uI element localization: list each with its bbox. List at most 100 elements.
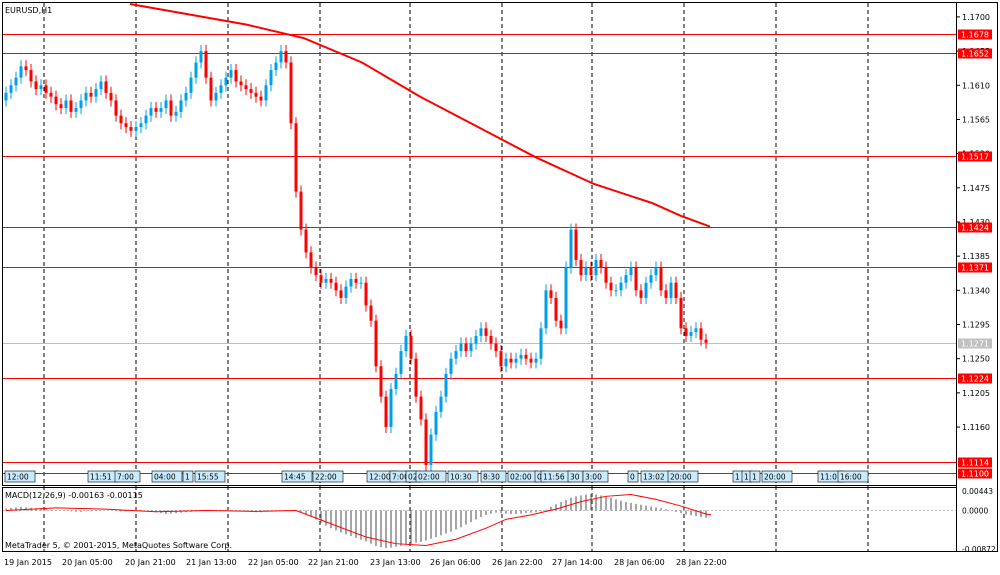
- candle-body: [704, 339, 708, 343]
- candle-body: [184, 92, 188, 101]
- candle-body: [584, 267, 588, 276]
- session-tag-text: 20:00: [764, 473, 786, 482]
- candle-body: [199, 51, 203, 63]
- candle-body: [194, 62, 198, 78]
- session-tag-text: 12:00: [7, 473, 29, 482]
- session-tag-text: 15:55: [197, 473, 219, 482]
- session-tag: [761, 470, 793, 483]
- candle-body: [9, 85, 13, 93]
- candle-body: [569, 229, 573, 268]
- grid-lines: [43, 3, 869, 551]
- macd-label: MACD(12,26,9) -0.00163 -0.00115: [5, 491, 143, 500]
- session-tag-text: 12:00: [369, 473, 391, 482]
- candle-body: [189, 77, 193, 93]
- candle-body: [379, 366, 383, 397]
- session-tag-text: 1: [744, 473, 749, 482]
- candle-body: [664, 290, 668, 298]
- candle-body: [264, 85, 268, 101]
- session-tag: [281, 470, 313, 483]
- candle-body: [124, 123, 128, 128]
- candle-body: [524, 354, 528, 359]
- candle-body: [294, 123, 298, 192]
- session-tag-text: 02:00: [510, 473, 532, 482]
- level-price-text: 1.1224: [961, 375, 989, 384]
- candle-body: [64, 100, 68, 109]
- symbol-label: EURUSD,H1: [5, 6, 52, 15]
- candle-body: [354, 278, 358, 283]
- candle-body: [104, 81, 108, 93]
- candle-body: [589, 267, 593, 276]
- session-tag-text: 04:00: [154, 473, 176, 482]
- macd-indicator: [3, 494, 956, 549]
- candle-body: [694, 328, 698, 333]
- candle-body: [644, 282, 648, 298]
- candle-body: [324, 278, 328, 283]
- candle-body: [29, 70, 33, 82]
- macd-tick-label: -0.00872: [962, 545, 996, 554]
- candle-body: [349, 278, 353, 287]
- session-tag-text: 11:56: [543, 473, 565, 482]
- candle-body: [594, 259, 598, 276]
- price-tick-label: 1.1340: [962, 286, 990, 295]
- candle-body: [299, 191, 303, 230]
- price-tick-label: 1.1205: [962, 389, 990, 398]
- time-axis-labels: 19 Jan 2015 20 Jan 05:00 20 Jan 21:00 21 Ja…: [4, 558, 727, 567]
- candle-body: [434, 411, 438, 435]
- session-tag: [837, 470, 869, 483]
- candle-body: [164, 100, 168, 109]
- session-tag: [480, 470, 507, 483]
- candle-body: [109, 92, 113, 101]
- candle-body: [454, 351, 458, 359]
- candle-body: [449, 358, 453, 374]
- candle-body: [489, 335, 493, 344]
- candle-body: [334, 282, 338, 291]
- session-tag-text: 1: [752, 473, 757, 482]
- session-tag-text: 20:00: [670, 473, 692, 482]
- candle-body: [49, 92, 53, 97]
- session-tag: [582, 470, 609, 483]
- candle-body: [574, 229, 578, 260]
- candle-body: [254, 92, 258, 97]
- candle-body: [629, 267, 633, 276]
- session-tag: [194, 470, 226, 483]
- price-tick-label: 1.1250: [962, 355, 990, 364]
- candle-body: [289, 62, 293, 124]
- candle-body: [509, 358, 513, 363]
- candle-body: [59, 104, 63, 109]
- time-axis-label: 28 Jan 22:00: [676, 558, 727, 567]
- time-axis-label: 28 Jan 06:00: [614, 558, 665, 567]
- candle-body: [419, 396, 423, 420]
- macd-tick-label: 0.00443: [962, 487, 993, 496]
- candle-body: [304, 229, 308, 253]
- time-axis-label: 23 Jan 13:00: [370, 558, 421, 567]
- candle-body: [549, 290, 553, 298]
- candle-body: [534, 358, 538, 363]
- candlestick-series: [4, 45, 708, 472]
- candle-body: [234, 70, 238, 82]
- session-tag: [312, 470, 344, 483]
- candle-body: [414, 358, 418, 397]
- time-axis-label: 22 Jan 05:00: [248, 558, 299, 567]
- candle-body: [479, 328, 483, 336]
- time-axis-label: 20 Jan 21:00: [125, 558, 176, 567]
- session-tag-text: 16:00: [840, 473, 862, 482]
- session-tag: [182, 470, 194, 483]
- price-tick-label: 1.1475: [962, 184, 990, 193]
- candle-body: [504, 358, 508, 367]
- session-tag-text: 3:00: [585, 473, 602, 482]
- candle-body: [359, 282, 363, 284]
- level-price-text: 1.1271: [961, 340, 989, 349]
- horizontal-levels[interactable]: [3, 34, 956, 474]
- session-tag-text: 10:30: [450, 473, 472, 482]
- candle-body: [154, 108, 158, 112]
- candle-body: [399, 351, 403, 374]
- session-tag-text: 22:00: [315, 473, 337, 482]
- session-tag: [114, 470, 141, 483]
- candle-body: [39, 85, 43, 90]
- session-tag: [749, 470, 761, 483]
- candle-body: [229, 70, 233, 78]
- candle-body: [89, 92, 93, 97]
- candle-body: [214, 92, 218, 101]
- time-axis-label: 26 Jan 06:00: [430, 558, 481, 567]
